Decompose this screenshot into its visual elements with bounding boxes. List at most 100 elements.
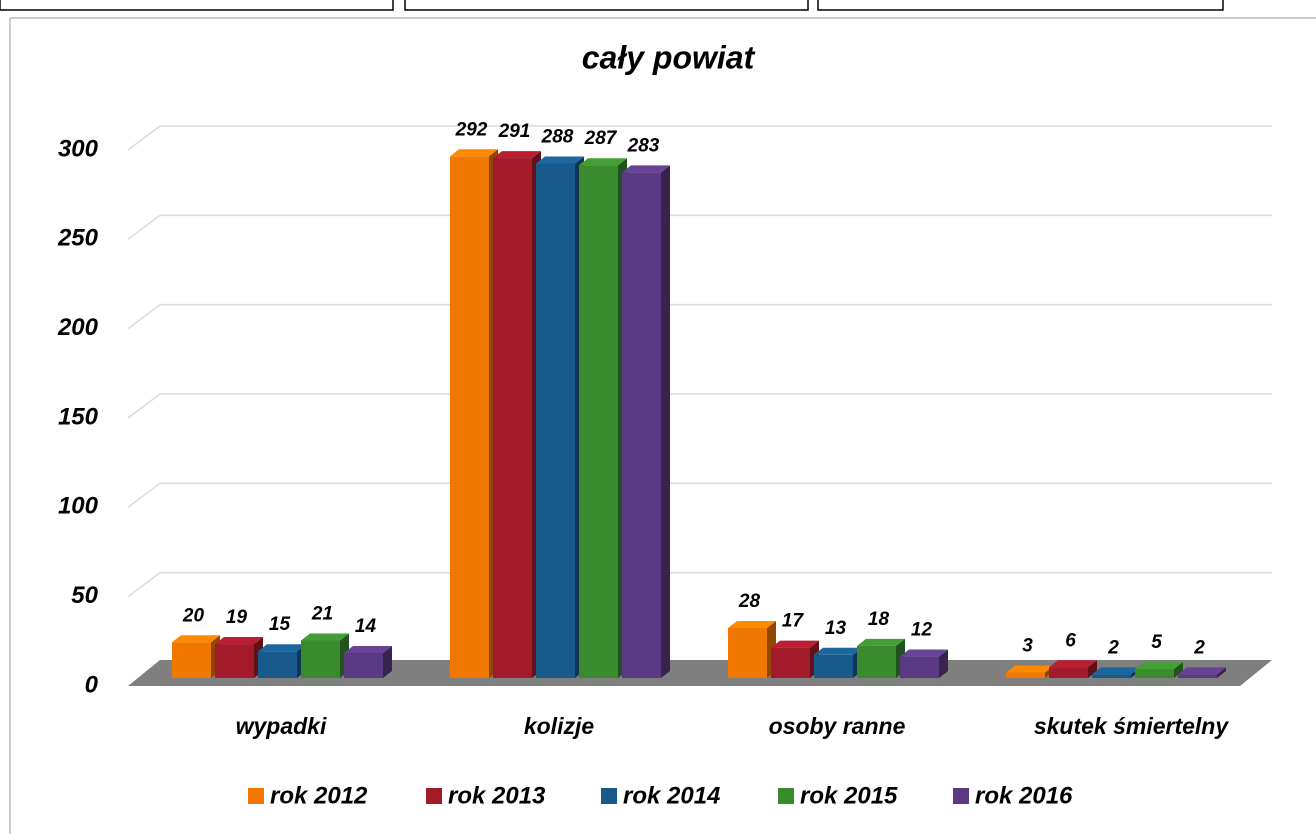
grid-line <box>127 303 1272 330</box>
y-tick-label: 0 <box>85 671 99 698</box>
floor <box>128 660 1272 686</box>
data-label: 21 <box>311 603 333 624</box>
data-label: 13 <box>825 618 847 639</box>
bar-top <box>1006 665 1054 673</box>
data-label: 292 <box>455 119 488 140</box>
legend-swatch <box>248 788 264 804</box>
y-tick-label: 150 <box>58 403 99 430</box>
data-label: 28 <box>738 591 761 612</box>
data-label: 14 <box>355 616 377 637</box>
data-label: 2 <box>1107 637 1119 658</box>
y-tick-label: 200 <box>57 314 99 341</box>
bar-top <box>1135 662 1183 670</box>
data-label: 6 <box>1065 630 1076 651</box>
bar-side <box>939 649 948 678</box>
chart-title: cały powiat <box>582 39 756 75</box>
bar-top <box>579 158 627 166</box>
grid-line <box>127 393 1272 419</box>
grid-line <box>127 571 1272 598</box>
bar <box>172 642 211 678</box>
data-label: 18 <box>868 609 890 630</box>
legend-label: rok 2014 <box>623 782 720 809</box>
bar-top <box>258 644 306 652</box>
bar-top <box>301 633 349 641</box>
bar <box>728 627 767 678</box>
bar-side <box>1174 662 1183 678</box>
data-label: 283 <box>627 135 660 156</box>
grid-line <box>127 125 1272 151</box>
data-label: 3 <box>1022 636 1033 657</box>
bar-side <box>661 165 670 678</box>
bar-side <box>383 645 392 678</box>
bar-top <box>622 165 670 173</box>
bar <box>1006 672 1045 678</box>
top-box <box>0 0 394 11</box>
legend-swatch <box>601 788 617 804</box>
bar <box>344 652 383 678</box>
bar <box>1135 669 1174 678</box>
y-tick-label: 250 <box>57 225 99 252</box>
bar-top <box>728 620 776 628</box>
grid-line <box>127 214 1272 240</box>
bar <box>771 647 810 678</box>
bar-top <box>857 638 905 646</box>
bar <box>622 172 661 678</box>
bar <box>493 158 532 678</box>
data-label: 19 <box>226 607 248 628</box>
bar-top <box>814 647 862 655</box>
bar <box>900 656 939 678</box>
bar-top <box>172 635 220 643</box>
bar-side <box>1088 660 1097 678</box>
legend-label: rok 2015 <box>800 782 898 809</box>
bar-side <box>1217 667 1226 678</box>
bar <box>857 645 896 678</box>
data-label: 20 <box>182 605 205 626</box>
x-tick-label: wypadki <box>236 713 327 739</box>
bar <box>1178 674 1217 678</box>
bar-top <box>1049 660 1097 668</box>
legend-swatch <box>426 788 442 804</box>
y-tick-label: 300 <box>58 135 99 162</box>
legend-label: rok 2012 <box>270 782 368 809</box>
legend-label: rok 2016 <box>975 782 1073 809</box>
bar <box>536 163 575 678</box>
bar-top <box>900 649 948 657</box>
data-label: 2 <box>1193 637 1205 658</box>
grid-line <box>127 482 1272 508</box>
legend-swatch <box>778 788 794 804</box>
data-label: 15 <box>269 614 291 635</box>
bar-top <box>1178 667 1226 675</box>
x-tick-label: osoby ranne <box>769 713 906 739</box>
bar-top <box>215 637 263 645</box>
y-tick-label: 50 <box>71 582 98 609</box>
bar <box>215 644 254 678</box>
data-label: 17 <box>782 611 805 632</box>
bar <box>814 654 853 678</box>
top-box <box>817 0 1224 11</box>
legend-swatch <box>953 788 969 804</box>
bar-top <box>450 149 498 157</box>
data-label: 291 <box>498 121 531 142</box>
bar <box>1049 667 1088 678</box>
data-label: 12 <box>911 620 933 641</box>
x-tick-label: skutek śmiertelny <box>1034 713 1230 739</box>
x-tick-label: kolizje <box>524 713 595 739</box>
top-box <box>404 0 809 11</box>
bar-top <box>536 156 584 164</box>
bar <box>579 165 618 678</box>
data-label: 287 <box>584 128 618 149</box>
bar <box>301 640 340 678</box>
bar <box>450 156 489 678</box>
bar-top <box>344 645 392 653</box>
bar <box>1092 674 1131 678</box>
bar-top <box>493 151 541 159</box>
data-label: 288 <box>541 126 574 147</box>
bar <box>258 651 297 678</box>
bar-top <box>1092 667 1140 675</box>
data-label: 5 <box>1151 632 1162 653</box>
y-tick-label: 100 <box>58 493 99 520</box>
bar-top <box>771 640 819 648</box>
legend-label: rok 2013 <box>448 782 546 809</box>
